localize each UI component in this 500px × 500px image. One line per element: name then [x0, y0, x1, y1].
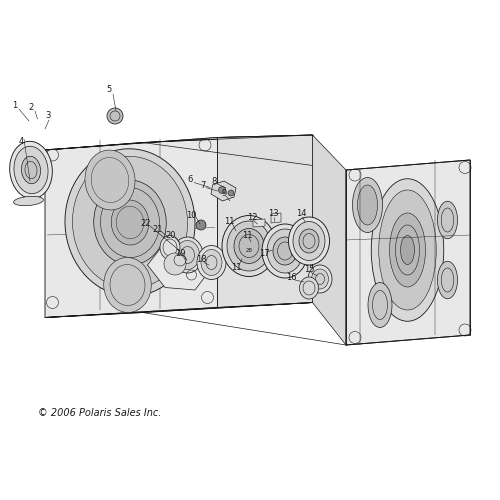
- Ellipse shape: [438, 201, 458, 239]
- Text: 21: 21: [153, 226, 163, 234]
- Polygon shape: [346, 160, 470, 345]
- Ellipse shape: [14, 146, 48, 194]
- Ellipse shape: [308, 265, 332, 293]
- Ellipse shape: [371, 179, 444, 322]
- Text: 14: 14: [296, 208, 306, 218]
- Ellipse shape: [94, 180, 166, 265]
- Ellipse shape: [172, 237, 203, 273]
- Ellipse shape: [10, 142, 52, 199]
- Text: 10: 10: [186, 210, 197, 220]
- Polygon shape: [271, 213, 281, 223]
- Text: 19: 19: [175, 250, 185, 258]
- Text: 5: 5: [106, 86, 112, 94]
- Ellipse shape: [368, 282, 392, 328]
- Text: © 2006 Polaris Sales Inc.: © 2006 Polaris Sales Inc.: [38, 408, 161, 418]
- Text: 1: 1: [12, 102, 18, 110]
- Text: 4: 4: [18, 136, 24, 145]
- Text: 15: 15: [304, 264, 314, 274]
- Polygon shape: [148, 242, 210, 290]
- Polygon shape: [45, 135, 312, 150]
- Text: 8: 8: [212, 176, 216, 186]
- Ellipse shape: [222, 216, 276, 276]
- Ellipse shape: [176, 240, 200, 270]
- Text: 7: 7: [200, 180, 205, 190]
- Text: 13: 13: [268, 208, 278, 218]
- Text: 11: 11: [224, 216, 234, 226]
- Ellipse shape: [390, 213, 426, 287]
- Ellipse shape: [85, 150, 135, 210]
- Text: 12: 12: [247, 214, 257, 222]
- Ellipse shape: [111, 200, 149, 245]
- Circle shape: [218, 186, 226, 194]
- Text: 6: 6: [188, 176, 192, 184]
- Ellipse shape: [293, 222, 325, 260]
- Polygon shape: [253, 219, 265, 227]
- Polygon shape: [218, 135, 312, 308]
- Text: 28: 28: [246, 248, 252, 252]
- Ellipse shape: [273, 237, 297, 265]
- Ellipse shape: [400, 236, 414, 264]
- Text: 2: 2: [28, 103, 34, 112]
- Ellipse shape: [234, 228, 264, 264]
- Ellipse shape: [104, 258, 152, 312]
- Ellipse shape: [358, 185, 378, 225]
- Polygon shape: [211, 181, 236, 201]
- Ellipse shape: [267, 229, 303, 273]
- Ellipse shape: [14, 196, 44, 205]
- Ellipse shape: [379, 190, 436, 310]
- Text: 11: 11: [242, 230, 252, 239]
- Polygon shape: [312, 135, 346, 345]
- Ellipse shape: [160, 236, 180, 260]
- Ellipse shape: [300, 277, 318, 299]
- Polygon shape: [45, 138, 218, 318]
- Ellipse shape: [438, 261, 458, 298]
- Ellipse shape: [288, 217, 330, 265]
- Text: 18: 18: [196, 254, 206, 264]
- Text: 3: 3: [45, 112, 50, 120]
- Ellipse shape: [352, 178, 382, 233]
- Circle shape: [196, 220, 206, 230]
- Ellipse shape: [299, 229, 319, 253]
- Circle shape: [164, 253, 186, 275]
- Text: 22: 22: [141, 220, 151, 228]
- Text: 11: 11: [231, 264, 241, 272]
- Polygon shape: [45, 302, 312, 318]
- Ellipse shape: [65, 149, 195, 296]
- Circle shape: [228, 190, 234, 196]
- Ellipse shape: [197, 246, 226, 280]
- Circle shape: [107, 108, 123, 124]
- Ellipse shape: [72, 156, 188, 288]
- Text: 9: 9: [222, 188, 226, 198]
- Text: 20: 20: [166, 230, 176, 239]
- Ellipse shape: [262, 224, 308, 278]
- Ellipse shape: [201, 250, 222, 276]
- Ellipse shape: [227, 221, 271, 271]
- Text: 16: 16: [286, 274, 296, 282]
- Ellipse shape: [22, 156, 40, 184]
- Text: 17: 17: [258, 248, 270, 258]
- Ellipse shape: [312, 269, 328, 289]
